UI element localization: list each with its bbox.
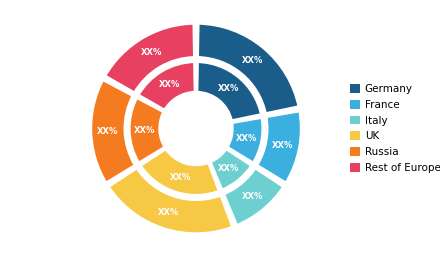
Wedge shape — [197, 23, 299, 114]
Text: XX%: XX% — [140, 48, 162, 57]
Text: XX%: XX% — [218, 84, 239, 93]
Wedge shape — [129, 97, 165, 163]
Legend: Germany, France, Italy, UK, Russia, Rest of Europe: Germany, France, Italy, UK, Russia, Rest… — [346, 80, 440, 177]
Wedge shape — [257, 111, 301, 183]
Wedge shape — [197, 61, 262, 121]
Wedge shape — [138, 61, 195, 111]
Wedge shape — [210, 148, 252, 190]
Text: XX%: XX% — [158, 208, 180, 217]
Wedge shape — [227, 117, 263, 163]
Text: XX%: XX% — [134, 126, 155, 135]
Wedge shape — [104, 23, 195, 93]
Text: XX%: XX% — [169, 173, 191, 182]
Text: XX%: XX% — [159, 80, 180, 89]
Text: XX%: XX% — [236, 134, 257, 143]
Wedge shape — [223, 168, 284, 226]
Text: XX%: XX% — [242, 192, 263, 201]
Wedge shape — [91, 79, 136, 183]
Text: XX%: XX% — [242, 56, 263, 65]
Wedge shape — [140, 148, 220, 196]
Wedge shape — [108, 168, 233, 234]
Text: XX%: XX% — [272, 141, 293, 150]
Text: XX%: XX% — [97, 127, 119, 136]
Text: XX%: XX% — [218, 164, 239, 173]
